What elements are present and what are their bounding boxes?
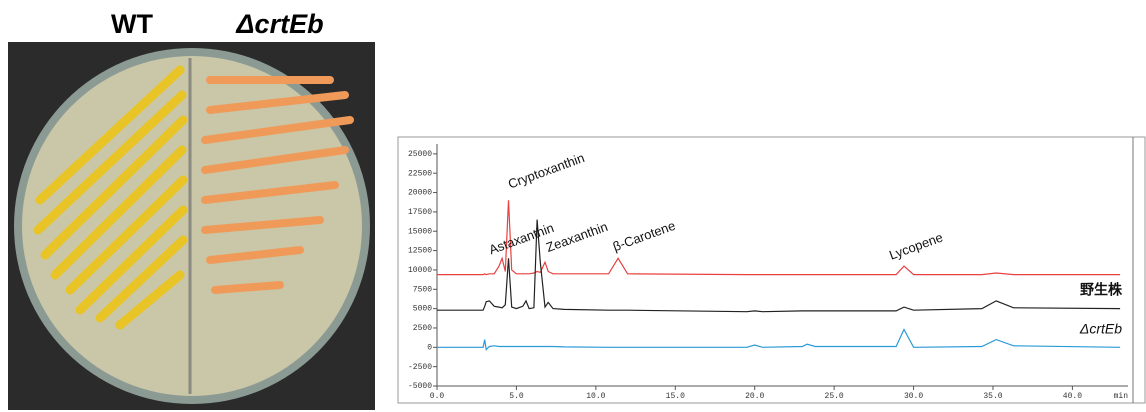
y-tick-label: 22500 xyxy=(408,169,432,178)
x-tick-label: 30.0 xyxy=(904,392,923,401)
peak-label: Cryptoxanthin xyxy=(506,150,587,192)
series-line xyxy=(437,330,1120,350)
series-label: 野生株 xyxy=(1080,282,1123,298)
y-tick-label: 0 xyxy=(427,343,432,352)
x-tick-label: 35.0 xyxy=(983,392,1002,401)
x-tick-label: 10.0 xyxy=(586,392,605,401)
y-tick-label: 10000 xyxy=(408,266,432,275)
strain-label: WT xyxy=(111,9,153,39)
x-tick-label: 25.0 xyxy=(825,392,844,401)
y-tick-label: 12500 xyxy=(408,247,432,256)
y-tick-label: -5000 xyxy=(408,382,432,391)
x-tick-label: 5.0 xyxy=(509,392,524,401)
x-tick-label: 20.0 xyxy=(745,392,764,401)
figure: WT ΔcrtEb -5000 -2500 0 2500 5000 7500 10000 12… xyxy=(0,0,1146,412)
x-tick-label: 40.0 xyxy=(1063,392,1082,401)
petri-photo xyxy=(8,42,375,410)
x-tick-label: 15.0 xyxy=(666,392,685,401)
y-tick-label: 20000 xyxy=(408,189,432,198)
x-unit: min xyxy=(1114,392,1129,401)
y-tick-label: 2500 xyxy=(413,324,432,333)
x-tick-label: 0.0 xyxy=(430,392,445,401)
series-label: ΔcrtEb xyxy=(1079,320,1122,336)
y-tick-label: 5000 xyxy=(413,305,432,314)
peak-label: Zeaxanthin xyxy=(544,219,610,255)
peak-label: β-Carotene xyxy=(611,218,677,254)
y-tick-label: 15000 xyxy=(408,227,432,236)
y-tick-label: 7500 xyxy=(413,285,432,294)
peak-label: Astaxanthin xyxy=(487,220,556,257)
y-tick-label: -2500 xyxy=(408,363,432,372)
strain-label: ΔcrtEb xyxy=(235,9,323,39)
y-tick-label: 17500 xyxy=(408,208,432,217)
chromatogram: -5000 -2500 0 2500 5000 7500 10000 12500 15000 17… xyxy=(408,144,1128,401)
y-tick-label: 25000 xyxy=(408,150,432,159)
peak-label: Lycopene xyxy=(887,229,945,262)
